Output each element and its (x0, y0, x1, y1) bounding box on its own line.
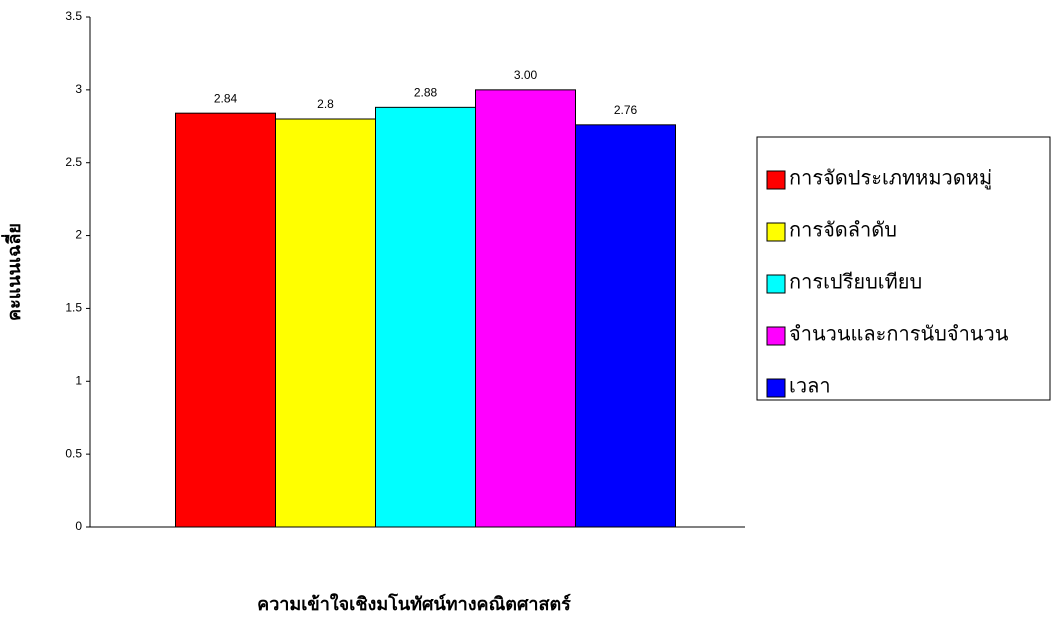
legend-swatch (767, 171, 785, 189)
bar (576, 125, 676, 527)
y-tick-label: 3.5 (65, 9, 82, 23)
x-axis-label: ความเข้าใจเชิงมโนทัศน์ทางคณิตศาสตร์ (257, 593, 571, 614)
legend-label: การจัดลำดับ (789, 220, 897, 242)
legend-label: การจัดประเภทหมวดหมู่ (789, 168, 992, 191)
legend-label: การเปรียบเทียบ (789, 272, 922, 294)
data-label: 2.88 (414, 86, 438, 100)
y-tick-label: 1.5 (65, 301, 82, 315)
y-tick-label: 3 (75, 82, 82, 96)
chart: ความเข้าใจเชิงมโนทัศน์ทางคณิตศาสตร์ คะแน… (0, 0, 1058, 621)
legend-swatch (767, 379, 785, 397)
bar (276, 119, 376, 527)
bar (176, 113, 276, 527)
y-tick-label: 2 (75, 228, 82, 242)
legend-swatch (767, 223, 785, 241)
y-tick-label: 2.5 (65, 155, 82, 169)
bar (476, 90, 576, 527)
data-label: 2.84 (214, 91, 238, 105)
legend-swatch (767, 275, 785, 293)
legend-swatch (767, 327, 785, 345)
data-label: 3.00 (514, 68, 538, 82)
y-axis-label: คะแนนเฉลี่ย (1, 223, 24, 321)
legend-label: จำนวนและการนับจำนวน (789, 324, 1009, 346)
bar (376, 107, 476, 527)
data-label: 2.76 (614, 103, 638, 117)
y-tick-label: 0.5 (65, 446, 82, 460)
y-tick-label: 0 (75, 519, 82, 533)
legend-label: เวลา (789, 376, 831, 398)
data-label: 2.8 (317, 97, 334, 111)
y-tick-label: 1 (75, 373, 82, 387)
